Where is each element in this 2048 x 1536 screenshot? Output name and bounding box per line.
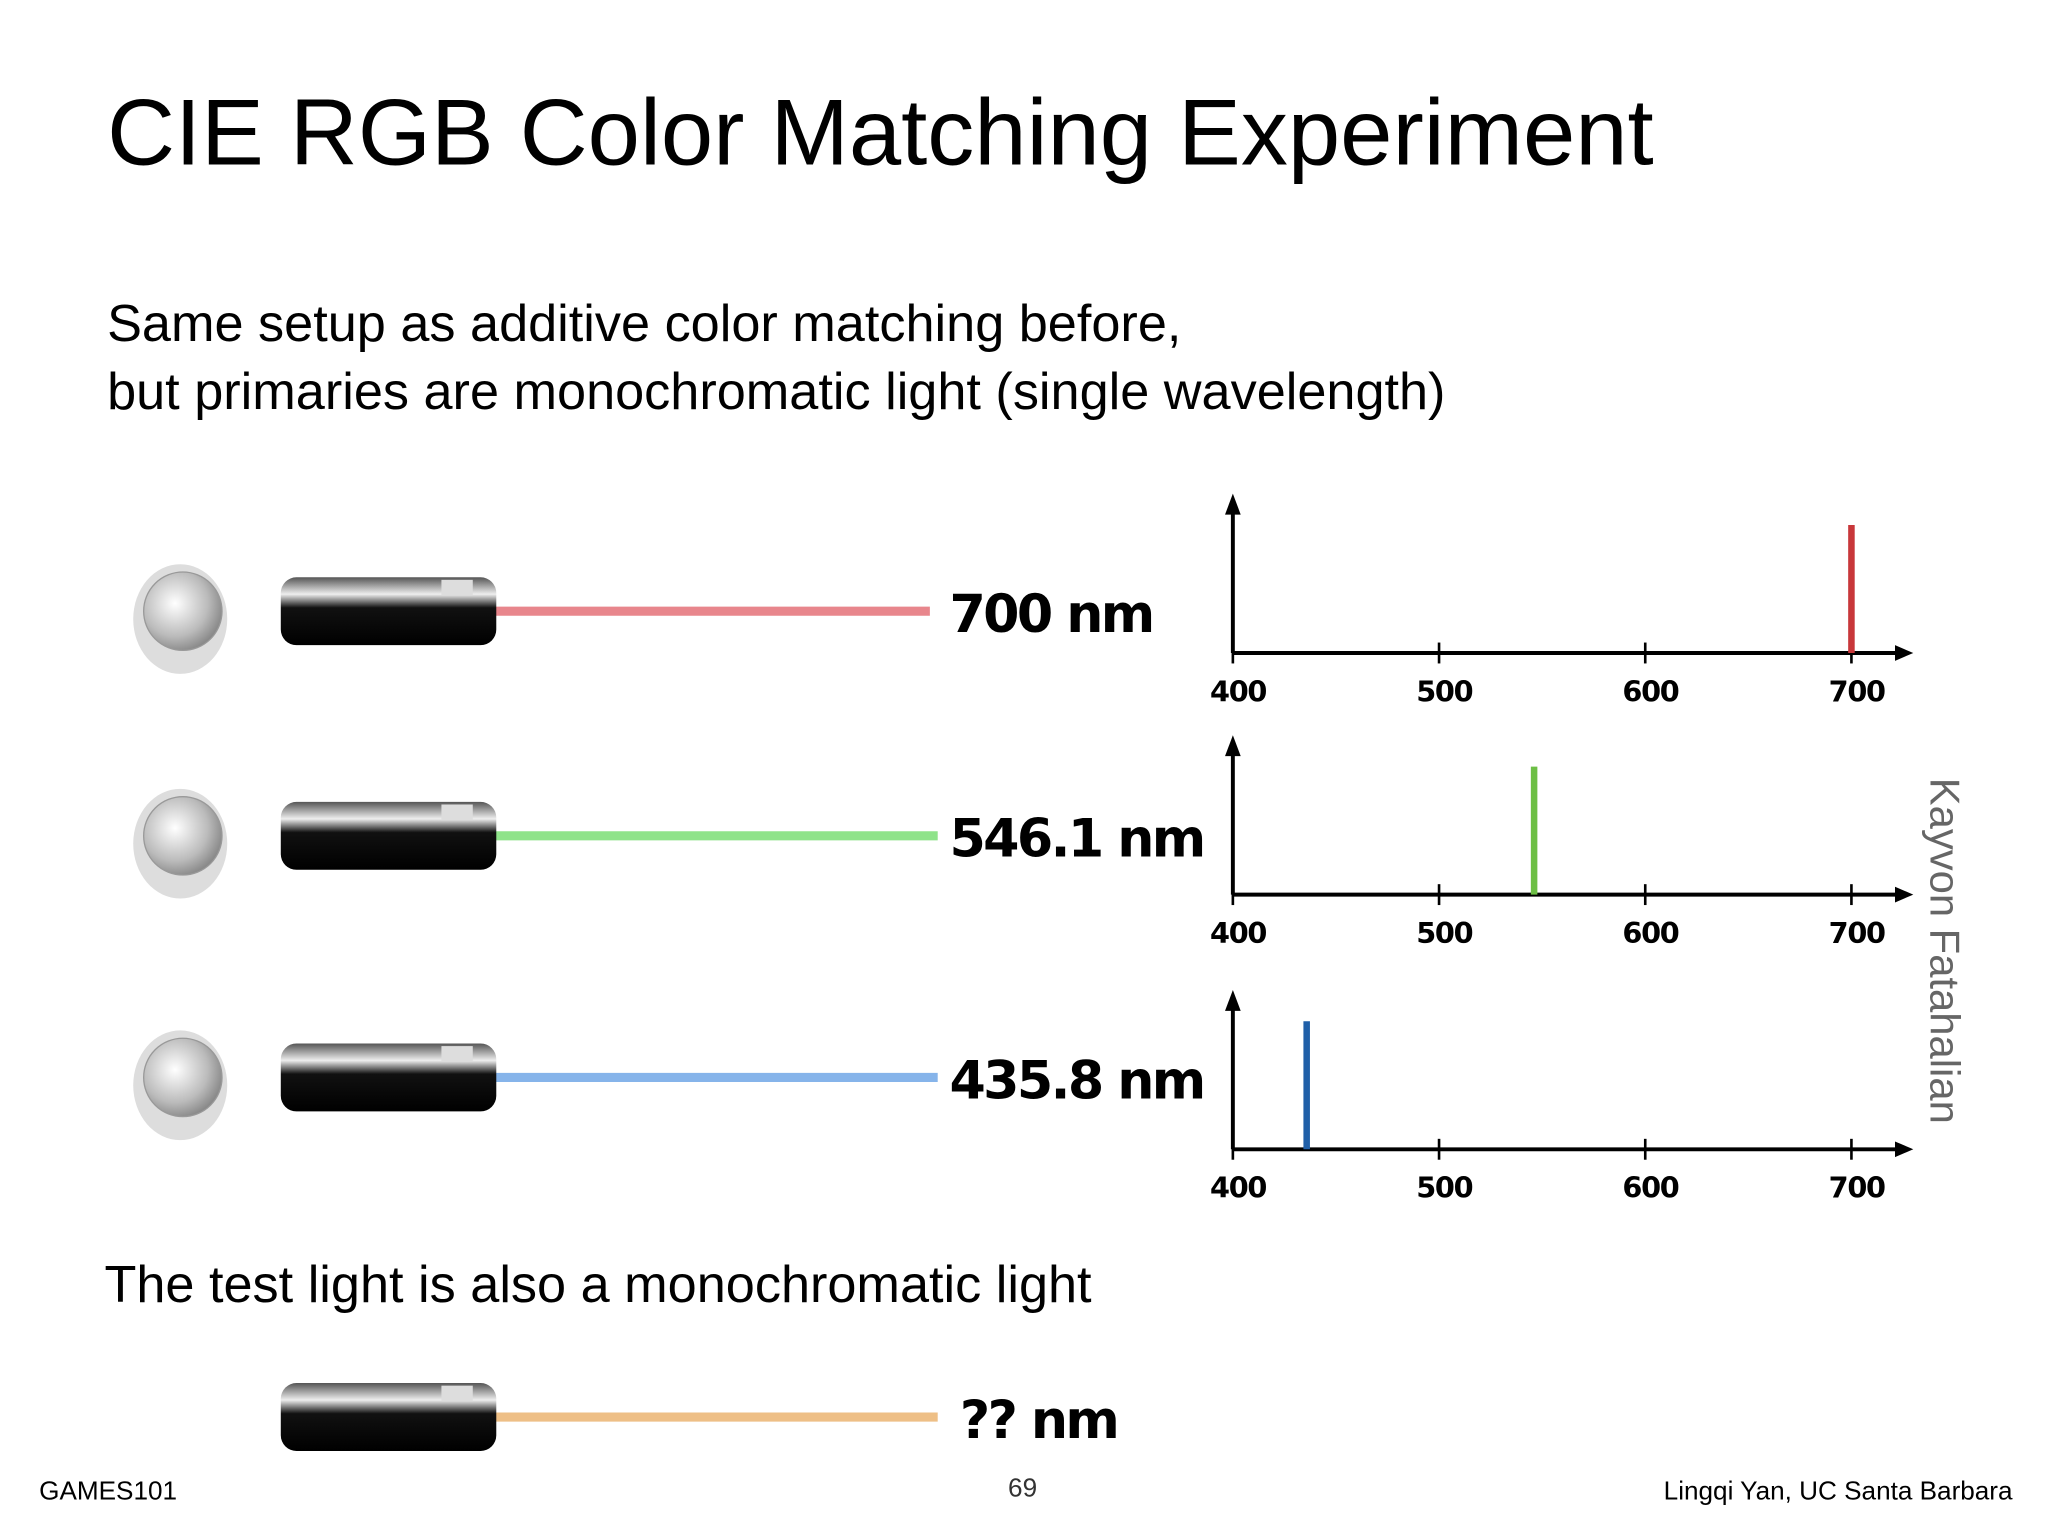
y-arrow [1225, 989, 1241, 1011]
footer-left: GAMES101 [39, 1475, 177, 1505]
x-tick-label: 600 [1622, 916, 1678, 950]
x-tick-label: 400 [1210, 916, 1266, 950]
knob [143, 1037, 223, 1118]
y-arrow [1225, 493, 1241, 515]
x-arrow [1895, 886, 1914, 903]
subtitle-line: but primaries are monochromatic light (s… [107, 363, 1445, 421]
test-text: The test light is also a monochromatic l… [104, 1256, 1092, 1314]
x-tick-label: 500 [1416, 1171, 1472, 1205]
laser-label: 435.8 nm [949, 1051, 1203, 1111]
laser-label: ?? nm [960, 1391, 1117, 1451]
x-tick-label: 700 [1829, 916, 1885, 950]
x-tick-label: 700 [1829, 1171, 1885, 1205]
subtitle-line: Same setup as additive color matching be… [107, 295, 1181, 353]
laser-cap [441, 1385, 473, 1402]
laser-label: 546.1 nm [949, 810, 1203, 870]
x-tick-label: 600 [1622, 1171, 1678, 1205]
x-tick-label: 500 [1416, 916, 1472, 950]
y-arrow [1225, 735, 1241, 757]
x-tick-label: 400 [1210, 674, 1266, 708]
title: CIE RGB Color Matching Experiment [107, 80, 1654, 185]
page-number: 69 [1008, 1473, 1037, 1503]
knob [143, 571, 223, 652]
credit: Kayvon Fatahalian [1921, 778, 1968, 1124]
laser-cap [441, 579, 473, 596]
laser-cap [441, 804, 473, 821]
x-tick-label: 500 [1416, 674, 1472, 708]
content: CIE RGB Color Matching Experiment Same s… [39, 80, 2013, 1506]
knob [143, 796, 223, 876]
x-arrow [1895, 1141, 1914, 1158]
x-arrow [1895, 645, 1914, 661]
laser-label: 700 nm [949, 585, 1152, 645]
footer-right: Lingqi Yan, UC Santa Barbara [1664, 1475, 2013, 1505]
x-tick-label: 400 [1210, 1171, 1266, 1205]
x-tick-label: 700 [1829, 674, 1885, 708]
laser-cap [441, 1046, 473, 1062]
x-tick-label: 600 [1622, 674, 1678, 708]
